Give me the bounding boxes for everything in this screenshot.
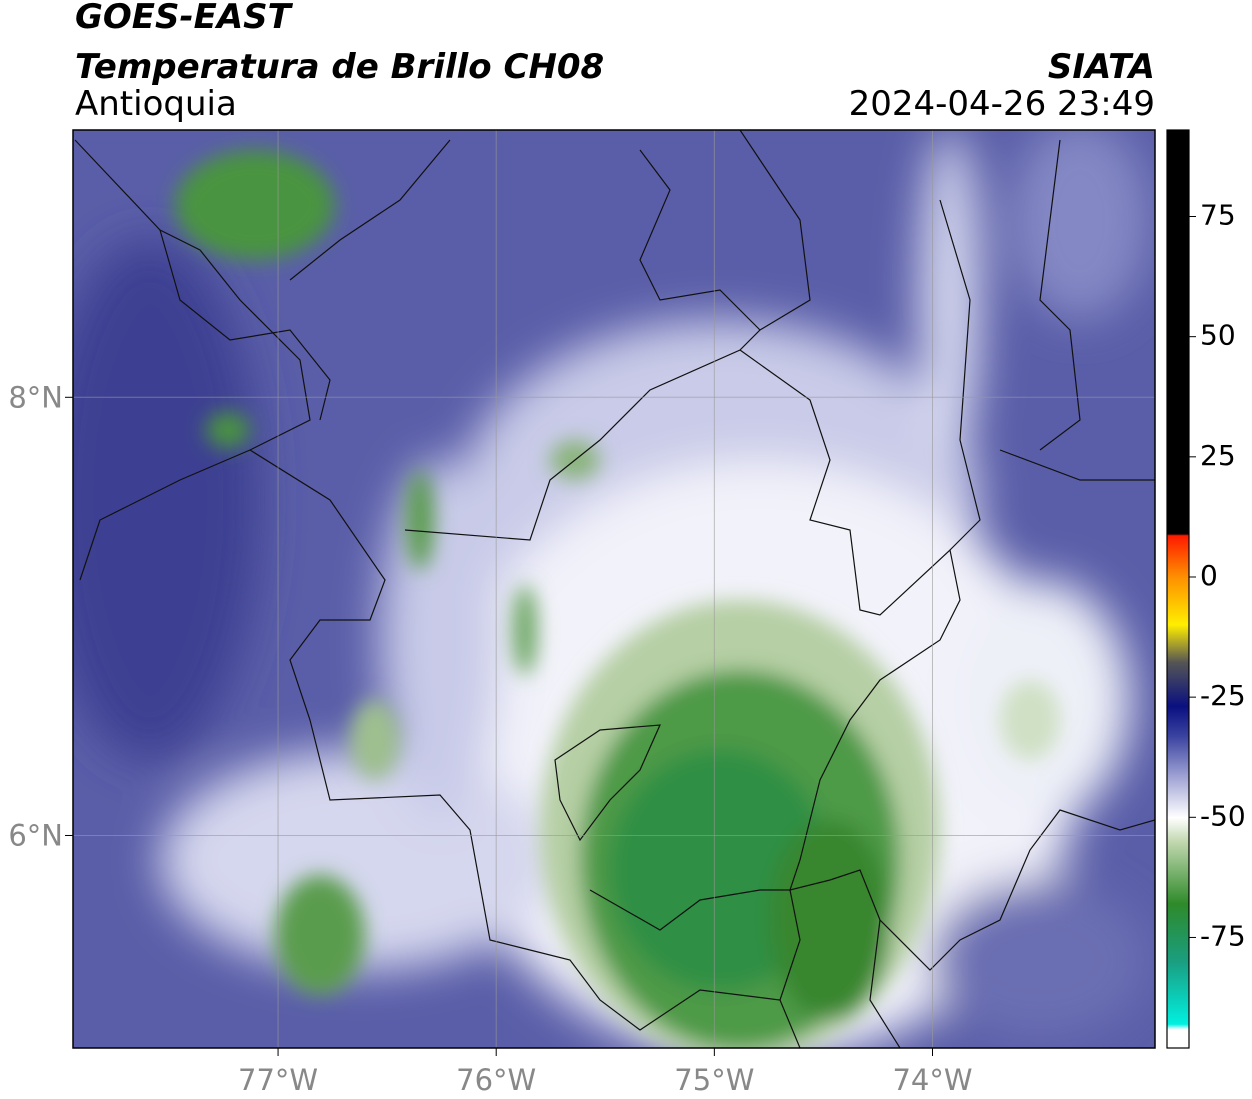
datetime: 2024-04-26 23:49 xyxy=(849,84,1155,124)
colorbar xyxy=(1166,129,1190,1049)
colorbar-tick-label: 0 xyxy=(1200,559,1218,592)
colorbar-tick-label: -25 xyxy=(1200,679,1246,712)
map-image xyxy=(73,130,1155,1048)
region: Antioquia xyxy=(75,84,237,124)
x-tick-label: 76°W xyxy=(456,1063,536,1097)
x-tick-label: 77°W xyxy=(238,1063,318,1097)
colorbar-tick-label: 75 xyxy=(1200,199,1236,232)
colorbar-tick-label: 50 xyxy=(1200,319,1236,352)
colorbar-tick-label: -50 xyxy=(1200,799,1246,832)
y-tick-label: 6°N xyxy=(8,818,63,852)
source: SIATA xyxy=(1048,47,1155,87)
colorbar-tick-label: -75 xyxy=(1200,919,1246,952)
subtitle: Temperatura de Brillo CH08 xyxy=(75,47,604,87)
boundaries xyxy=(74,130,1155,1048)
colorbar-tick-label: 25 xyxy=(1200,439,1236,472)
x-tick-label: 74°W xyxy=(892,1063,972,1097)
x-tick-label: 75°W xyxy=(674,1063,754,1097)
map-frame xyxy=(72,129,1156,1049)
title: GOES-EAST xyxy=(75,0,294,37)
grid xyxy=(73,130,1155,1048)
y-tick-label: 8°N xyxy=(8,380,63,414)
